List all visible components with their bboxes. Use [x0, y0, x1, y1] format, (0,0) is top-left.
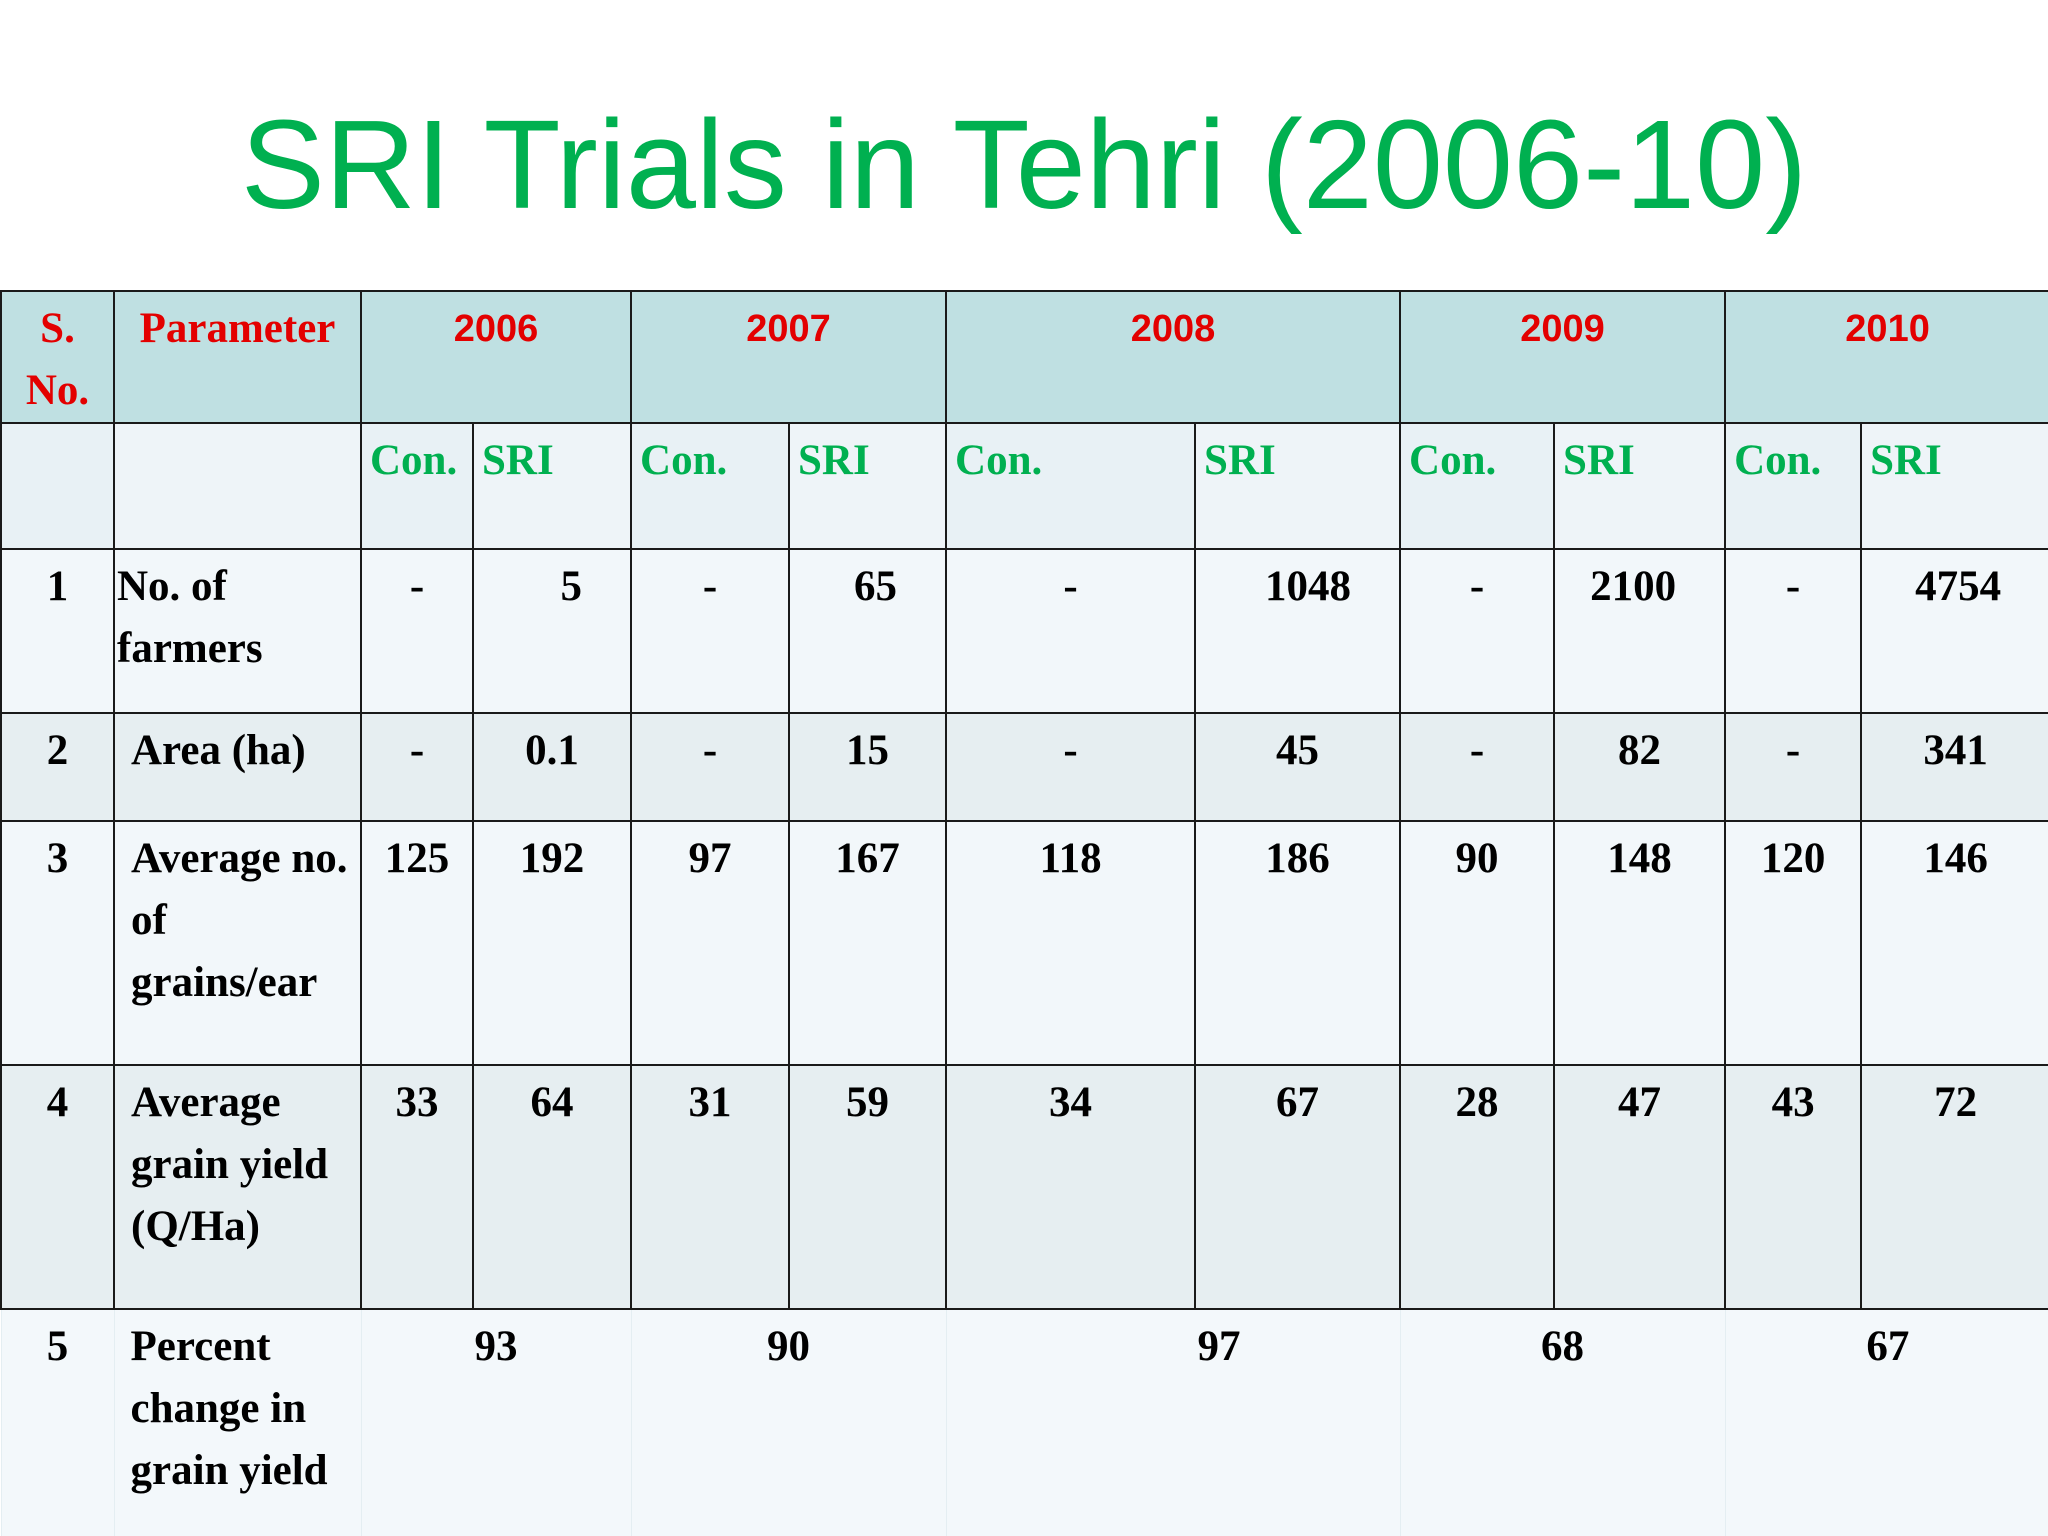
header-sri-2009: SRI [1553, 422, 1727, 550]
percent-change-2009: 68 [1399, 1309, 1726, 1536]
header-con-2009: Con. [1399, 422, 1556, 550]
percent-change-2007: 90 [630, 1309, 947, 1536]
cell-value: - [945, 712, 1197, 822]
header-row-years: S. No. Parameter 2006 2007 2008 2009 201… [0, 290, 2048, 424]
table-row: 2 Area (ha) - 0.1 - 15 - 45 - 82 - 341 [0, 712, 2048, 822]
cell-value: - [1724, 712, 1863, 822]
cell-value: 5 [471, 548, 633, 714]
header-year-2010: 2010 [1724, 290, 2048, 424]
cell-value: 146 [1860, 820, 2048, 1066]
percent-change-2010: 67 [1724, 1309, 2048, 1536]
cell-value: - [1724, 548, 1863, 714]
cell-value: 118 [945, 820, 1197, 1066]
cell-value: 28 [1399, 1064, 1556, 1310]
cell-value: 33 [360, 1064, 474, 1310]
header-con-2008: Con. [945, 422, 1197, 550]
header-year-2007: 2007 [630, 290, 948, 424]
table-row: 1 No. of farmers - 5 - 65 - 1048 - 2100 … [0, 548, 2048, 714]
cell-value: 97 [630, 820, 791, 1066]
cell-value: 1048 [1194, 548, 1402, 714]
header-con-2007: Con. [630, 422, 791, 550]
header-con-2010: Con. [1724, 422, 1863, 550]
cell-value: 47 [1553, 1064, 1727, 1310]
row-parameter: Percent change in grain yield [113, 1309, 361, 1536]
cell-value: 72 [1860, 1064, 2048, 1310]
row-sno: 1 [0, 548, 115, 714]
cell-value: 167 [788, 820, 948, 1066]
cell-value: 43 [1724, 1064, 1863, 1310]
header-sri-2006: SRI [471, 422, 633, 550]
header-year-2009: 2009 [1399, 290, 1727, 424]
cell-value: 0.1 [471, 712, 633, 822]
cell-value: 64 [471, 1064, 633, 1310]
row-parameter: Area (ha) [113, 712, 362, 822]
trials-table: S. No. Parameter 2006 2007 2008 2009 201… [0, 290, 2048, 1536]
header-empty-parameter [113, 422, 362, 550]
cell-value: - [360, 548, 474, 714]
cell-value: 341 [1860, 712, 2048, 822]
header-sno: S. No. [0, 290, 115, 424]
header-sri-2007: SRI [788, 422, 948, 550]
trials-table-container: S. No. Parameter 2006 2007 2008 2009 201… [0, 290, 2048, 1536]
cell-value: 59 [788, 1064, 948, 1310]
cell-value: 4754 [1860, 548, 2048, 714]
row-sno: 4 [0, 1064, 115, 1310]
cell-value: 186 [1194, 820, 1402, 1066]
row-parameter: Average no. of grains/ear [113, 820, 362, 1066]
cell-value: - [630, 548, 791, 714]
header-sri-2010: SRI [1860, 422, 2048, 550]
cell-value: 82 [1553, 712, 1727, 822]
cell-value: 34 [945, 1064, 1197, 1310]
cell-value: 120 [1724, 820, 1863, 1066]
row-parameter: Average grain yield (Q/Ha) [113, 1064, 362, 1310]
table-row: 3 Average no. of grains/ear 125 192 97 1… [0, 820, 2048, 1066]
table-row: 4 Average grain yield (Q/Ha) 33 64 31 59… [0, 1064, 2048, 1310]
cell-value: 192 [471, 820, 633, 1066]
row-sno: 5 [0, 1309, 114, 1536]
header-con-2006: Con. [360, 422, 474, 550]
cell-value: - [945, 548, 1197, 714]
cell-value: 45 [1194, 712, 1402, 822]
cell-value: 90 [1399, 820, 1556, 1066]
cell-value: 31 [630, 1064, 791, 1310]
header-sri-2008: SRI [1194, 422, 1402, 550]
row-parameter: No. of farmers [113, 548, 362, 714]
cell-value: 67 [1194, 1064, 1402, 1310]
percent-change-2006: 93 [360, 1309, 632, 1536]
table-row-percent-change: 5 Percent change in grain yield 93 90 97… [0, 1309, 2048, 1536]
row-sno: 3 [0, 820, 115, 1066]
cell-value: - [1399, 712, 1556, 822]
cell-value: 15 [788, 712, 948, 822]
cell-value: 2100 [1553, 548, 1727, 714]
header-parameter: Parameter [113, 290, 362, 424]
percent-change-2008: 97 [945, 1309, 1401, 1536]
cell-value: 148 [1553, 820, 1727, 1066]
cell-value: - [630, 712, 791, 822]
header-year-2006: 2006 [359, 290, 633, 424]
cell-value: 125 [360, 820, 474, 1066]
slide-title: SRI Trials in Tehri (2006-10) [240, 94, 1808, 235]
row-sno: 2 [0, 712, 115, 822]
header-row-methods: Con. SRI Con. SRI Con. SRI Con. SRI Con.… [0, 422, 2048, 550]
cell-value: 65 [788, 548, 948, 714]
header-year-2008: 2008 [945, 290, 1402, 424]
header-empty-sno [0, 422, 115, 550]
cell-value: - [360, 712, 474, 822]
cell-value: - [1399, 548, 1556, 714]
